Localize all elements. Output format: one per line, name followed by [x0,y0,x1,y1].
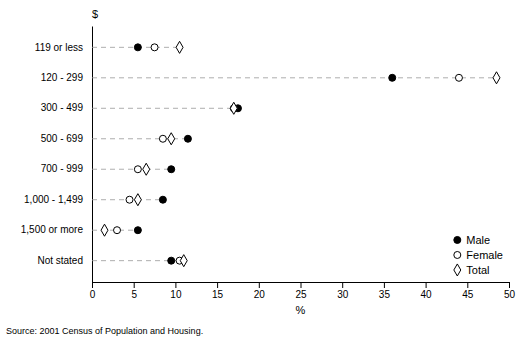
y-tick-label: 119 or less [35,42,83,53]
legend-label: Total [466,264,489,276]
legend-item: Total [454,264,490,276]
x-tick: 50 [504,282,516,300]
x-tick: 25 [295,282,307,300]
dot [493,72,500,84]
x-tick-mark [426,282,427,288]
dot [134,227,141,234]
y-tick: 1,500 or more [21,224,84,235]
dot [159,196,166,203]
source-annotation: Source: 2001 Census of Population and Ho… [6,326,203,336]
y-tick: 300 - 499 [41,102,84,113]
x-tick-label: 10 [170,289,182,300]
x-tick: 45 [462,282,474,300]
y-tick: 120 - 299 [41,72,84,83]
chart-svg: 0 5 10 15 20 25 30 35 40 45 50 119 or less 120 - 299… [0,0,529,340]
y-tick: Not stated [37,255,83,266]
x-axis-line [93,283,510,289]
x-tick-label: 45 [462,289,474,300]
plot-area: 0 5 10 15 20 25 30 35 40 45 50 119 or less 120 - 299… [21,27,516,317]
x-tick-mark [301,282,302,288]
x-tick-label: 5 [131,289,137,300]
dot [134,194,141,206]
x-tick-mark [175,282,176,288]
dot [114,227,121,234]
legend-label: Male [466,234,490,246]
x-tick-mark [509,282,510,288]
y-tick-label: Not stated [37,255,83,266]
x-tick: 15 [212,282,224,300]
x-tick-mark [384,282,385,288]
x-tick-label: 50 [504,289,516,300]
x-tick-label: 0 [90,289,96,300]
dot [168,166,175,173]
dot [143,163,150,175]
marks [92,41,500,266]
series-2 [101,41,500,266]
guide-lines [92,47,496,260]
dot [168,133,175,145]
x-tick-mark [217,282,218,288]
dot [101,224,108,236]
dot [455,74,462,81]
dot [134,166,141,173]
legend-marker [454,236,461,243]
y-axis-line [92,27,93,283]
series-0 [134,44,395,264]
y-tick-label: 300 - 499 [41,102,84,113]
x-tick: 20 [254,282,266,300]
x-tick: 40 [421,282,433,300]
dot [134,44,141,51]
y-tick: 1,000 - 1,499 [24,194,83,205]
y-tick-label: 1,500 or more [21,224,84,235]
x-tick-mark [92,282,93,288]
guide-line [92,77,496,78]
x-axis-label: % [296,304,306,316]
y-tick-label: 1,000 - 1,499 [24,194,83,205]
x-tick-label: 25 [295,289,307,300]
dot [159,135,166,142]
legend-item: Male [454,234,490,246]
x-tick-mark [259,282,260,288]
x-tick: 0 [90,282,96,300]
y-tick: 700 - 999 [41,163,84,174]
y-tick-label: 120 - 299 [41,72,84,83]
dot [184,135,191,142]
unit-annotation: $ [92,8,98,20]
x-tick: 5 [131,282,137,300]
x-tick: 10 [170,282,182,300]
x-tick: 35 [379,282,391,300]
dot [389,74,396,81]
guide-line [92,169,171,170]
guide-line [92,108,238,109]
dot [151,44,158,51]
x-tick-label: 15 [212,289,224,300]
chart-container: 0 5 10 15 20 25 30 35 40 45 50 119 or less 120 - 299… [0,0,529,340]
series-1 [114,44,463,264]
y-tick: 119 or less [35,42,83,53]
legend-marker [454,251,461,258]
x-tick-label: 40 [421,289,433,300]
legend-item: Female [454,249,503,261]
x-axis: 0 5 10 15 20 25 30 35 40 45 50 [90,282,516,300]
x-tick-label: 20 [254,289,266,300]
y-tick: 500 - 699 [41,133,84,144]
x-tick-label: 30 [337,289,349,300]
legend-marker [454,264,461,276]
dot [180,255,187,267]
legend: Male Female Total [454,234,503,276]
dot [230,102,237,114]
y-axis: 119 or less 120 - 299 300 - 499 500 - 699 70… [21,27,93,283]
dot [176,41,183,53]
y-tick-label: 500 - 699 [41,133,84,144]
legend-label: Female [466,249,503,261]
x-tick-mark [134,282,135,288]
dot [126,196,133,203]
y-tick-label: 700 - 999 [41,163,84,174]
x-tick: 30 [337,282,349,300]
x-tick-label: 35 [379,289,391,300]
x-tick-mark [342,282,343,288]
x-tick-mark [467,282,468,288]
dot [168,257,175,264]
